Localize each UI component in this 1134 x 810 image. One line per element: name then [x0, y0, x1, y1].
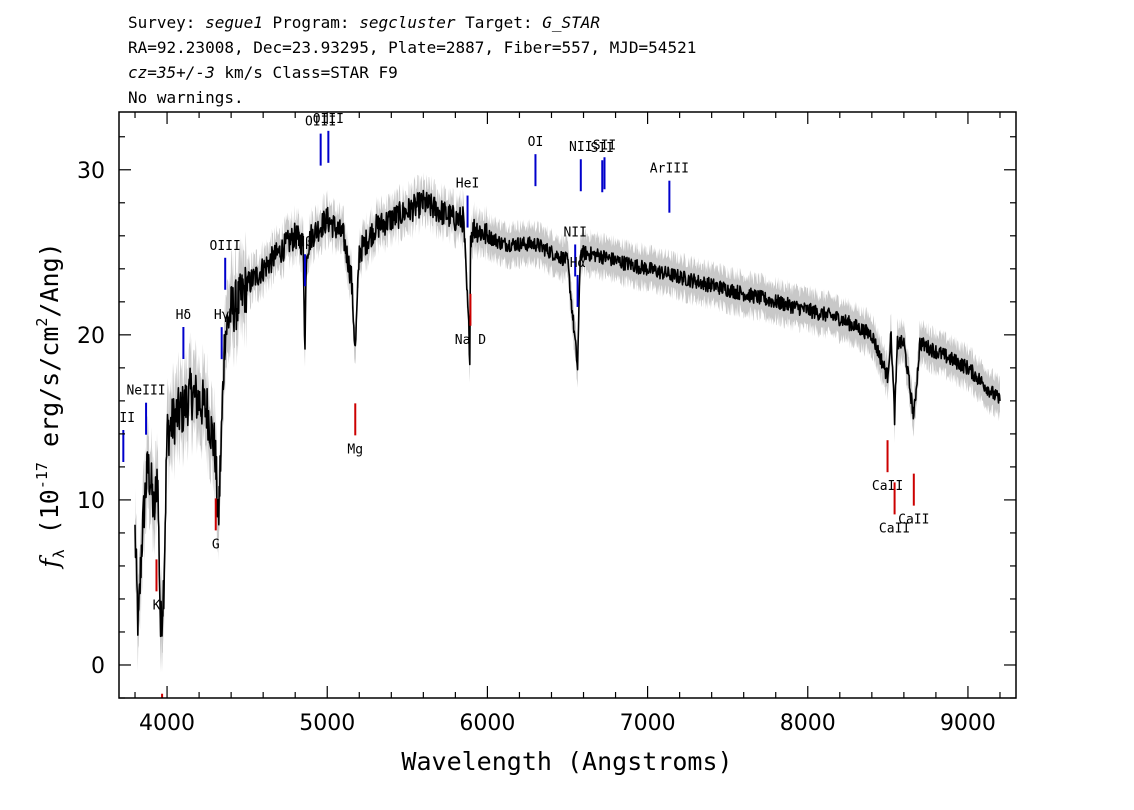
x-tick-label: 7000	[620, 711, 676, 736]
emission-line-label: OI	[528, 135, 544, 150]
flux-layer	[134, 189, 1001, 638]
emission-line-label: OIII	[313, 112, 344, 127]
x-axis-label: Wavelength (Angstroms)	[401, 747, 732, 776]
header-line-3: cz=35+/-3 km/s Class=STAR F9	[128, 62, 398, 84]
target-value: G_STAR	[542, 13, 601, 32]
absorption-line-label: CaII	[898, 513, 929, 528]
emission-line-label: NII	[569, 140, 592, 155]
flux-line	[134, 189, 1001, 638]
emission-line-label: SII	[591, 141, 614, 156]
x-tick-label: 4000	[139, 711, 195, 736]
absorption-line-label: K	[153, 598, 161, 613]
absorption-line-label: Mg	[347, 442, 363, 457]
emission-line-label: HeI	[456, 177, 479, 192]
y-tick-label: 20	[77, 324, 105, 349]
emission-line-label: OII	[112, 411, 135, 426]
class-text: km/s Class=STAR F9	[214, 63, 398, 82]
header-line-1: Survey: segue1 Program: segcluster Targe…	[128, 12, 600, 34]
absorption-line-label: Na D	[455, 333, 486, 348]
y-tick-label: 0	[91, 654, 105, 679]
y-tick-label: 10	[77, 489, 105, 514]
axis-ticks-layer: 4000 5000 6000 7000 8000 9000 0 10 20 30	[77, 112, 1016, 736]
target-label: Target:	[455, 13, 543, 32]
emission-line-label: OIII	[305, 115, 336, 130]
emission-line-label: Hδ	[176, 308, 192, 323]
plot-frame	[118, 111, 1017, 699]
emission-line-label: NII	[563, 225, 586, 240]
redshift-value: cz=35+/-3	[128, 63, 215, 82]
absorption-line-label: CaII	[879, 521, 910, 536]
header-line-4: No warnings.	[128, 88, 244, 107]
emission-line-label: ArIII	[650, 162, 689, 177]
y-tick-label: 30	[77, 159, 105, 184]
x-tick-label: 5000	[299, 711, 355, 736]
program-label: Program:	[262, 13, 360, 32]
absorption-line-label: CaII	[872, 479, 903, 494]
header-line-2: RA=92.23008, Dec=23.93295, Plate=2887, F…	[128, 38, 697, 57]
absorption-line-label: G	[212, 537, 220, 552]
emission-line-label: SII	[593, 138, 616, 153]
survey-value: segue1	[205, 13, 263, 32]
emission-line-label: Hβ	[297, 235, 313, 250]
x-tick-label: 8000	[780, 711, 836, 736]
x-tick-label: 6000	[459, 711, 515, 736]
emission-line-label: OIII	[210, 239, 241, 254]
emission-line-label: Hα	[570, 256, 586, 271]
error-band-layer	[135, 172, 1000, 673]
emission-line-label: NeIII	[126, 384, 165, 399]
emission-line-label: Hγ	[214, 308, 230, 323]
survey-label: Survey:	[128, 13, 206, 32]
program-value: segcluster	[359, 13, 456, 32]
x-tick-label: 9000	[940, 711, 996, 736]
error-band	[135, 172, 1000, 673]
y-axis-label: fλ (10-17 erg/s/cm2/Ang)	[33, 242, 68, 569]
